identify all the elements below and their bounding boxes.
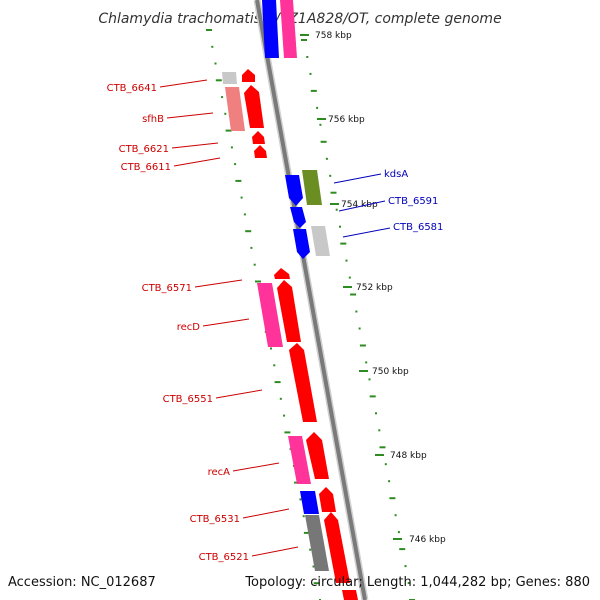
gene-track — [222, 0, 358, 600]
gene-blue-kdsa[interactable] — [285, 175, 303, 206]
accession-label: Accession: NC_012687 — [8, 575, 156, 590]
scale-label: 756 kbp — [328, 115, 365, 125]
scale-label: 748 kbp — [390, 451, 427, 461]
gene-ctb-6611[interactable] — [254, 145, 267, 158]
gene-label-ctb-6581[interactable]: CTB_6581 — [393, 222, 443, 233]
gene-label-recd[interactable]: recD — [177, 322, 201, 333]
gene-ctb-6621[interactable] — [252, 131, 265, 144]
gene-label-ctb-6531[interactable]: CTB_6531 — [190, 514, 240, 525]
gene-ctb-6551[interactable] — [289, 343, 317, 422]
gene-red-bottom[interactable] — [342, 590, 358, 600]
gene-ctb-6581[interactable] — [311, 226, 330, 256]
genome-summary-label: Topology: circular; Length: 1,044,282 bp… — [244, 575, 590, 590]
gene-blue-lower[interactable] — [293, 229, 310, 259]
gene-red-arrow-small[interactable] — [242, 69, 255, 82]
gene-red-reca[interactable] — [306, 432, 329, 479]
scale-label: 746 kbp — [409, 535, 446, 545]
gene-label-kdsa[interactable]: kdsA — [384, 169, 408, 180]
gene-red-6531[interactable] — [319, 487, 336, 512]
scale-label: 758 kbp — [315, 31, 352, 41]
gene-ctb-6521[interactable] — [305, 515, 329, 571]
gene-pink-top[interactable] — [280, 0, 297, 58]
right-gene-labels: kdsA CTB_6591 CTB_6581 — [333, 169, 443, 238]
gene-kdsa[interactable] — [302, 170, 322, 205]
gene-label-ctb-6621[interactable]: CTB_6621 — [119, 144, 169, 155]
gene-label-ctb-6571[interactable]: CTB_6571 — [142, 283, 192, 294]
gene-sfhb[interactable] — [225, 87, 245, 131]
gene-label-ctb-6521[interactable]: CTB_6521 — [199, 552, 249, 563]
gene-label-sfhb[interactable]: sfhB — [142, 114, 164, 125]
outer-tick-ring — [301, 39, 415, 600]
gene-ctb-6641[interactable] — [222, 72, 237, 84]
gene-label-ctb-6611[interactable]: CTB_6611 — [121, 162, 171, 173]
gene-blue-top[interactable] — [262, 0, 279, 58]
genome-backbone — [253, 0, 369, 600]
map-title: Chlamydia trachomatis B/TZ1A828/OT, comp… — [98, 11, 501, 27]
gene-red-6521[interactable] — [324, 512, 350, 583]
gene-ctb-6531[interactable] — [300, 491, 319, 514]
gene-label-ctb-6551[interactable]: CTB_6551 — [163, 394, 213, 405]
gene-label-ctb-6591[interactable]: CTB_6591 — [388, 196, 438, 207]
left-gene-labels: CTB_6641 sfhB CTB_6621 CTB_6611 CTB_6571… — [107, 79, 299, 563]
gene-ctb-6591[interactable] — [290, 207, 306, 228]
scale-ticks — [300, 34, 402, 540]
scale-label: 754 kbp — [341, 200, 378, 210]
gene-ctb-6571[interactable] — [274, 268, 290, 279]
scale-label: 750 kbp — [372, 367, 409, 377]
inner-tick-ring — [206, 29, 321, 600]
gene-label-ctb-6641[interactable]: CTB_6641 — [107, 83, 157, 94]
scale-labels: 758 kbp 756 kbp 754 kbp 752 kbp 750 kbp … — [315, 31, 446, 545]
gene-recd[interactable] — [257, 283, 283, 347]
gene-label-reca[interactable]: recA — [208, 467, 231, 478]
gene-reca[interactable] — [288, 436, 311, 484]
scale-label: 752 kbp — [356, 283, 393, 293]
gene-red-long-1[interactable] — [277, 280, 301, 342]
gene-red-arrow-sfhb[interactable] — [244, 85, 264, 128]
